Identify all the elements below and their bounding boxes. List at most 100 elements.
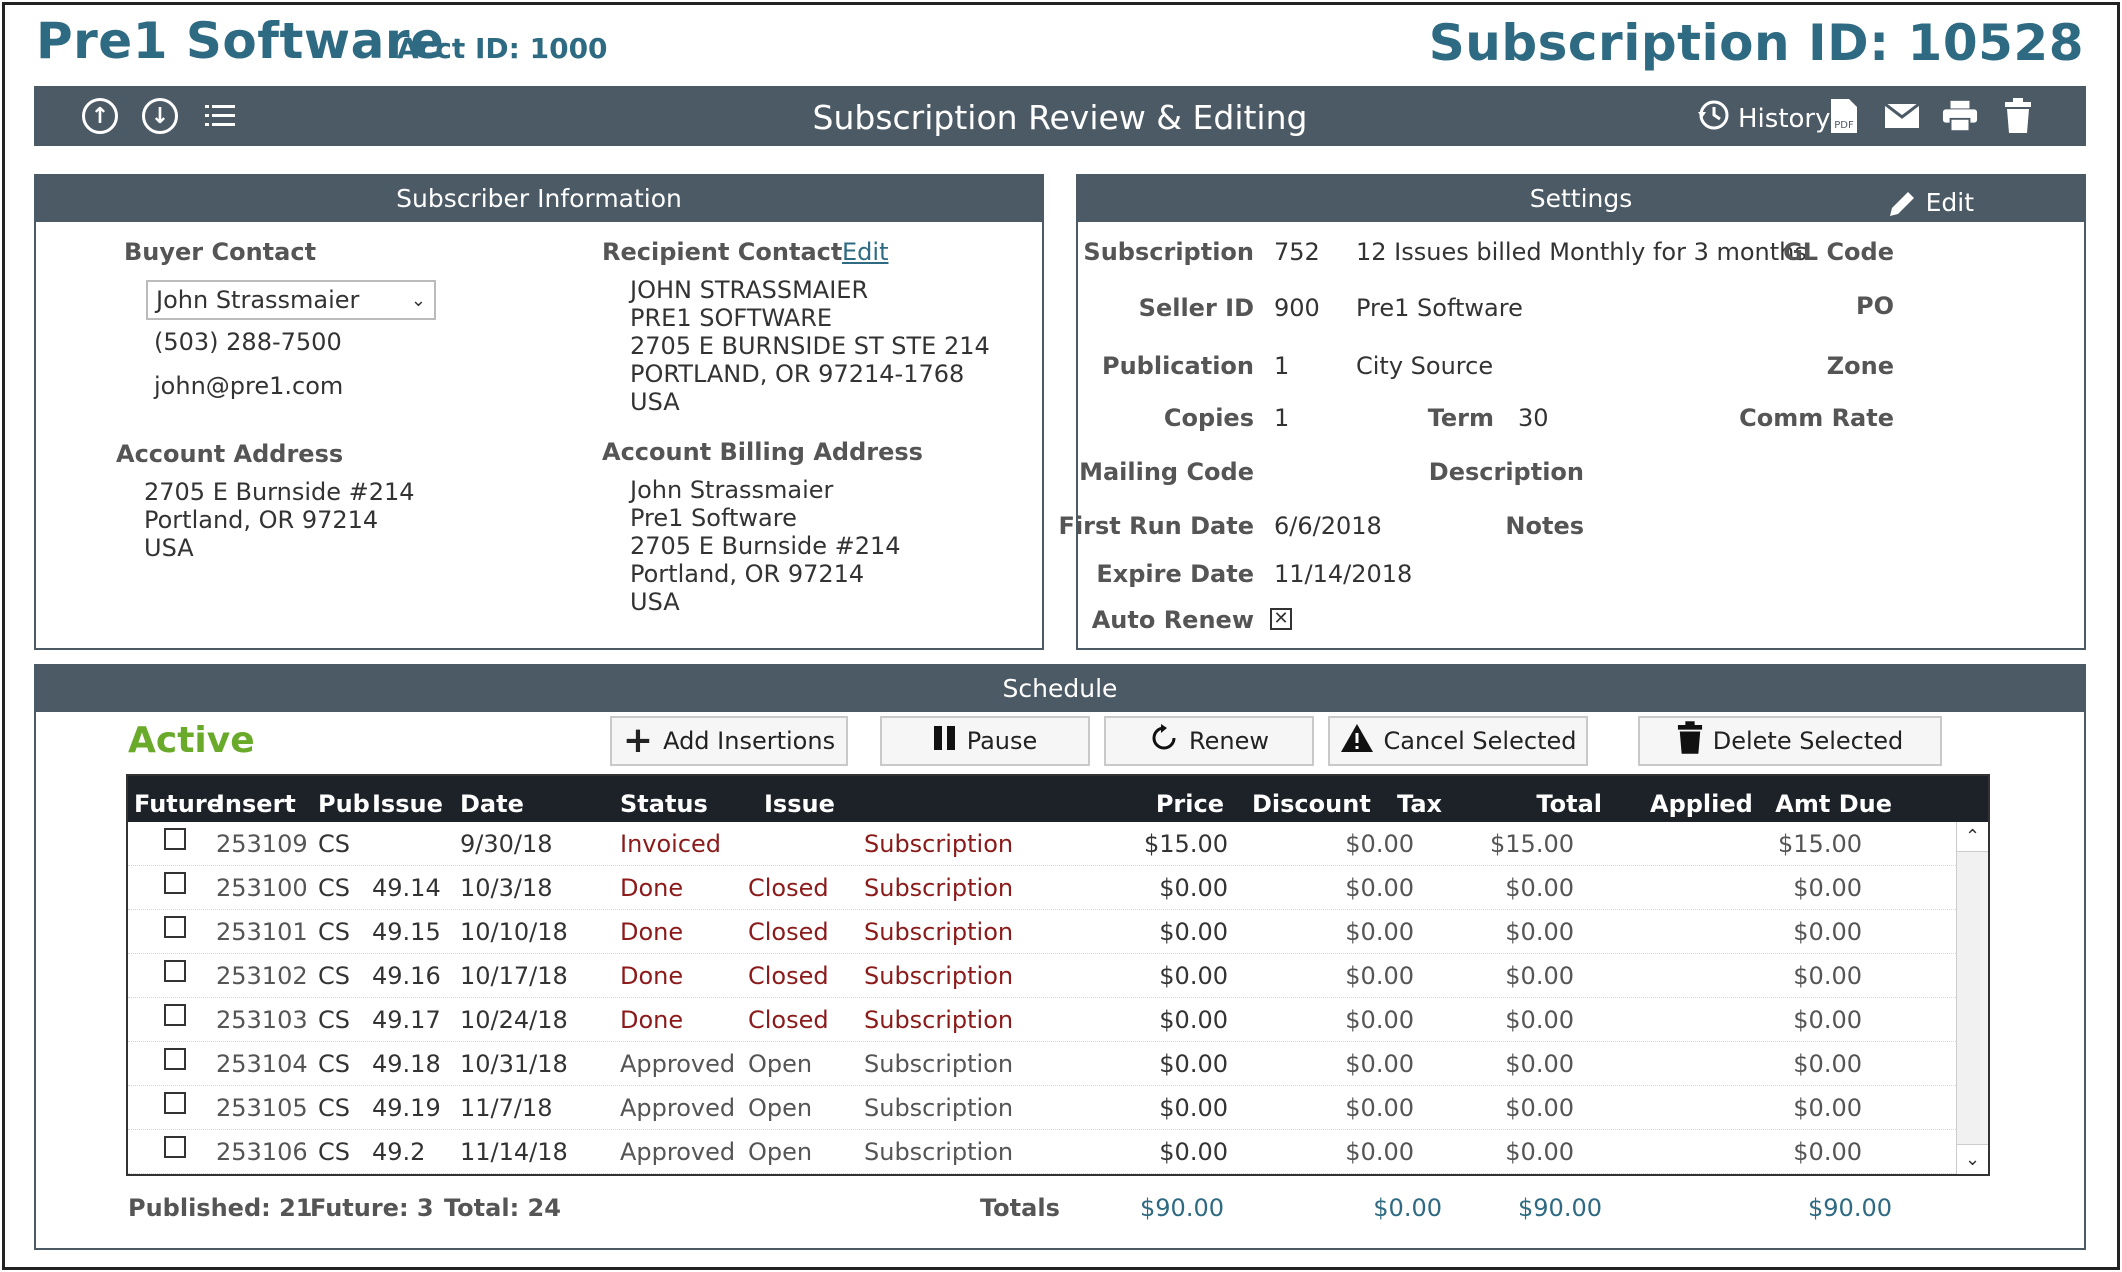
cell-status: Approved [620, 1050, 736, 1078]
col-insert[interactable]: Insert [216, 790, 296, 818]
cell-date: 10/10/18 [460, 918, 568, 946]
future-checkbox[interactable] [164, 828, 186, 850]
price-total: $90.00 [1140, 1194, 1224, 1222]
cell-tax: $0.00 [1345, 1094, 1414, 1122]
col-date[interactable]: Date [460, 790, 524, 818]
settings-panel: Settings Edit Subscription 752 12 Issues… [1059, 174, 2086, 650]
cell-type: Subscription [864, 962, 1014, 990]
account-address-line: 2705 E Burnside #214 [144, 478, 415, 506]
list-icon[interactable] [202, 98, 238, 134]
table-row[interactable]: 253103 CS 49.17 10/24/18 Done Closed Subscript… [128, 998, 1958, 1042]
table-scrollbar[interactable]: ⌃ ⌄ [1956, 822, 1988, 1174]
col-price[interactable]: Price [1155, 790, 1224, 818]
col-applied[interactable]: Applied [1650, 790, 1753, 818]
table-row[interactable]: 253105 CS 49.19 11/7/18 Approved Open Subscrip… [128, 1086, 1958, 1130]
cell-price: $0.00 [1159, 1006, 1228, 1034]
cell-type: Subscription [864, 1050, 1014, 1078]
settings-edit-button[interactable]: Edit [1886, 180, 1974, 226]
table-header: Future Insert Pub Issue Date Status Issu… [128, 776, 1988, 822]
cell-amt-due: $0.00 [1793, 1094, 1862, 1122]
add-insertions-button[interactable]: + Add Insertions [610, 716, 848, 766]
buyer-contact-select[interactable]: John Strassmaier ⌄ [146, 280, 436, 320]
future-checkbox[interactable] [164, 1092, 186, 1114]
settings-title: Settings [1529, 184, 1633, 213]
cell-date: 10/17/18 [460, 962, 568, 990]
future-checkbox[interactable] [164, 1136, 186, 1158]
subscription-id: Subscription ID: 10528 [1428, 14, 2084, 72]
main-toolbar: Subscription Review & Editing ↑ ↓ Histor… [34, 86, 2086, 146]
cell-total: $0.00 [1505, 874, 1574, 902]
cell-issue: 49.16 [372, 962, 441, 990]
cell-amt-due: $0.00 [1793, 1138, 1862, 1166]
cancel-selected-button[interactable]: Cancel Selected [1328, 716, 1588, 766]
trash-icon[interactable] [2000, 98, 2036, 134]
col-total[interactable]: Total [1536, 790, 1602, 818]
future-checkbox[interactable] [164, 872, 186, 894]
schedule-panel-title: Schedule [36, 666, 2084, 712]
subscription-value: 752 [1274, 238, 1320, 266]
billing-line: USA [630, 588, 680, 616]
billing-line: Pre1 Software [630, 504, 797, 532]
delete-selected-button[interactable]: Delete Selected [1638, 716, 1942, 766]
table-row[interactable]: 253100 CS 49.14 10/3/18 Done Closed Subscripti… [128, 866, 1958, 910]
future-checkbox[interactable] [164, 1004, 186, 1026]
table-row[interactable]: 253104 CS 49.18 10/31/18 Approved Open Subscri… [128, 1042, 1958, 1086]
table-row[interactable]: 253101 CS 49.15 10/10/18 Done Closed Subscript… [128, 910, 1958, 954]
col-future[interactable]: Future [134, 790, 223, 818]
down-arrow-circle-icon[interactable]: ↓ [142, 98, 178, 134]
buyer-phone: (503) 288-7500 [154, 328, 342, 356]
cell-issue-status: Open [748, 1138, 813, 1166]
description-label: Description [1428, 458, 1584, 486]
seller-id-label: Seller ID [1138, 294, 1254, 322]
cell-insert: 253101 [216, 918, 308, 946]
cell-amt-due: $0.00 [1793, 1050, 1862, 1078]
future-checkbox[interactable] [164, 1048, 186, 1070]
history-button[interactable]: History [1696, 98, 1831, 139]
col-issue-status[interactable]: Issue [764, 790, 835, 818]
recipient-line: PORTLAND, OR 97214-1768 [630, 360, 965, 388]
renew-button[interactable]: Renew [1104, 716, 1314, 766]
publication-value: 1 [1274, 352, 1290, 380]
cell-amt-due: $0.00 [1793, 962, 1862, 990]
cell-date: 10/3/18 [460, 874, 553, 902]
toolbar-title: Subscription Review & Editing [812, 98, 1308, 137]
future-checkbox[interactable] [164, 916, 186, 938]
col-discount[interactable]: Discount [1252, 790, 1371, 818]
col-amt-due[interactable]: Amt Due [1775, 790, 1892, 818]
col-pub[interactable]: Pub [318, 790, 370, 818]
col-tax[interactable]: Tax [1397, 790, 1442, 818]
print-icon[interactable] [1942, 98, 1978, 134]
table-row[interactable]: 253106 CS 49.2 11/14/18 Approved Open Subscrip… [128, 1130, 1958, 1174]
cell-type: Subscription [864, 874, 1014, 902]
cell-insert: 253102 [216, 962, 308, 990]
table-row[interactable]: 253102 CS 49.16 10/17/18 Done Closed Subscript… [128, 954, 1958, 998]
scroll-up-icon[interactable]: ⌃ [1957, 822, 1988, 852]
subscriber-panel-title: Subscriber Information [36, 176, 1042, 222]
mail-icon[interactable] [1884, 98, 1920, 134]
cell-issue-status: Closed [748, 918, 829, 946]
billing-line: John Strassmaier [630, 476, 834, 504]
history-label: History [1738, 103, 1831, 134]
scroll-down-icon[interactable]: ⌄ [1957, 1144, 1988, 1174]
future-checkbox[interactable] [164, 960, 186, 982]
auto-renew-checkbox[interactable]: ✕ [1270, 608, 1292, 630]
cell-status: Approved [620, 1094, 736, 1122]
col-status[interactable]: Status [620, 790, 708, 818]
pdf-icon[interactable]: PDF [1826, 98, 1862, 134]
cell-tax: $0.00 [1345, 962, 1414, 990]
cell-tax: $0.00 [1345, 918, 1414, 946]
cell-type: Subscription [864, 1138, 1014, 1166]
plus-icon: + [622, 720, 654, 761]
recipient-edit-link[interactable]: Edit [842, 238, 889, 266]
cell-type: Subscription [864, 918, 1014, 946]
table-row[interactable]: 253109 CS 9/30/18 Invoiced Subscription $15.0… [128, 822, 1958, 866]
cell-insert: 253105 [216, 1094, 308, 1122]
pause-button[interactable]: Pause [880, 716, 1090, 766]
publication-label: Publication [1101, 352, 1254, 380]
tax-total: $0.00 [1373, 1194, 1442, 1222]
up-arrow-circle-icon[interactable]: ↑ [82, 98, 118, 134]
cell-issue-status: Open [748, 1050, 813, 1078]
account-address-line: USA [144, 534, 194, 562]
cell-issue: 49.14 [372, 874, 441, 902]
col-issue[interactable]: Issue [372, 790, 443, 818]
